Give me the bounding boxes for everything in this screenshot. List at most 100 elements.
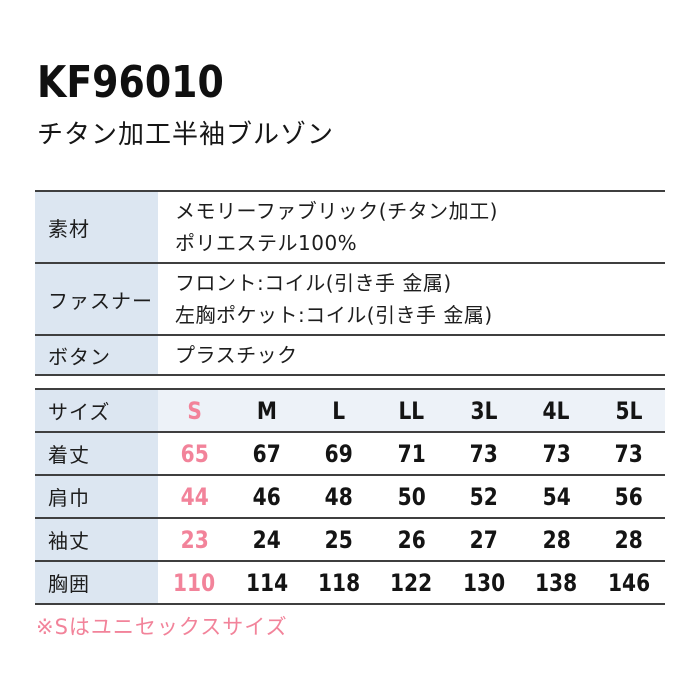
spec-row-fastener: ファスナー フロント:コイル(引き手 金属) 左胸ポケット:コイル(引き手 金属… [35,264,665,336]
size-value-text: 73 [469,439,498,468]
size-value: 54 [520,483,592,511]
spec-label-material: 素材 [35,192,158,262]
size-value-text: 44 [180,482,209,511]
size-value: 73 [448,440,520,468]
spec-value-line: プラスチック [175,343,298,367]
spec-value-material: メモリーファブリック(チタン加工) ポリエステル100% [158,192,665,262]
size-value: 73 [593,440,665,468]
size-value-text: 146 [607,568,650,597]
size-col-3l: 3L [448,397,520,425]
size-value-text: 69 [325,439,354,468]
size-col-s: S [158,397,230,425]
size-value-text: 56 [614,482,643,511]
size-header-cells: S M L LL 3L 4L 5L [158,390,665,431]
spec-value-line: 左胸ポケット:コイル(引き手 金属) [175,303,493,327]
size-value: 122 [375,569,447,597]
size-table: サイズ S M L LL 3L 4L 5L 着丈 65 67 69 71 73 … [35,388,665,605]
size-col-label: LL [398,396,425,425]
size-value-text: 122 [390,568,433,597]
size-value-text: 23 [180,525,209,554]
size-col-l: L [303,397,375,425]
size-value-text: 46 [252,482,281,511]
size-value-text: 25 [325,525,354,554]
size-row-cells: 44 46 48 50 52 54 56 [158,476,665,517]
size-value-text: 138 [535,568,578,597]
size-value: 46 [230,483,302,511]
size-value-text: 27 [469,525,498,554]
size-row-cells: 23 24 25 26 27 28 28 [158,519,665,560]
size-value: 69 [303,440,375,468]
size-value-text: 73 [542,439,571,468]
size-header-label: サイズ [35,390,158,431]
size-col-label: 5L [615,396,643,425]
spec-value-line: ポリエステル100% [175,231,358,255]
spec-label-button: ボタン [35,336,158,374]
size-value: 67 [230,440,302,468]
size-value-text: 110 [173,568,216,597]
size-value-text: 130 [462,568,505,597]
size-col-label: S [186,396,202,425]
size-value: 24 [230,526,302,554]
size-value: 28 [593,526,665,554]
spec-label-fastener: ファスナー [35,264,158,334]
size-value-text: 67 [252,439,281,468]
size-col-label: L [332,396,346,425]
size-row-label: 肩巾 [35,476,158,517]
size-value: 146 [593,569,665,597]
spec-row-button: ボタン プラスチック [35,336,665,376]
size-value-text: 50 [397,482,426,511]
size-table-header-row: サイズ S M L LL 3L 4L 5L [35,390,665,433]
size-row-shoulder-width: 肩巾 44 46 48 50 52 54 56 [35,476,665,519]
size-col-5l: 5L [593,397,665,425]
size-row-cells: 65 67 69 71 73 73 73 [158,433,665,474]
spec-row-material: 素材 メモリーファブリック(チタン加工) ポリエステル100% [35,192,665,264]
size-value-text: 65 [180,439,209,468]
size-value: 28 [520,526,592,554]
spec-value-fastener: フロント:コイル(引き手 金属) 左胸ポケット:コイル(引き手 金属) [158,264,665,334]
size-value: 71 [375,440,447,468]
size-row-label: 袖丈 [35,519,158,560]
size-col-label: 3L [470,396,498,425]
size-value: 25 [303,526,375,554]
product-name-subtitle: チタン加工半袖ブルゾン [37,120,335,150]
product-code-title: KF96010 [37,57,224,108]
size-col-4l: 4L [520,397,592,425]
spec-value-button: プラスチック [158,336,665,374]
size-col-label: 4L [542,396,570,425]
size-value-text: 48 [325,482,354,511]
size-value: 44 [158,483,230,511]
size-value-text: 71 [397,439,426,468]
size-value: 138 [520,569,592,597]
size-value-text: 114 [245,568,288,597]
size-value: 52 [448,483,520,511]
size-value: 50 [375,483,447,511]
size-value-text: 54 [542,482,571,511]
size-value-text: 28 [614,525,643,554]
size-row-label: 胸囲 [35,562,158,603]
size-value: 23 [158,526,230,554]
size-footnote: ※Sはユニセックスサイズ [36,615,288,639]
size-row-label: 着丈 [35,433,158,474]
spec-value-line: フロント:コイル(引き手 金属) [175,271,452,295]
size-col-label: M [256,396,277,425]
spec-table: 素材 メモリーファブリック(チタン加工) ポリエステル100% ファスナー フロ… [35,190,665,376]
size-value: 118 [303,569,375,597]
size-row-chest: 胸囲 110 114 118 122 130 138 146 [35,562,665,605]
size-row-body-length: 着丈 65 67 69 71 73 73 73 [35,433,665,476]
size-col-ll: LL [375,397,447,425]
size-value: 110 [158,569,230,597]
size-value: 26 [375,526,447,554]
size-value-text: 24 [252,525,281,554]
size-row-cells: 110 114 118 122 130 138 146 [158,562,665,603]
size-row-sleeve-length: 袖丈 23 24 25 26 27 28 28 [35,519,665,562]
size-col-m: M [230,397,302,425]
size-value: 114 [230,569,302,597]
size-value: 56 [593,483,665,511]
size-value: 130 [448,569,520,597]
size-value-text: 26 [397,525,426,554]
size-value: 48 [303,483,375,511]
size-value: 27 [448,526,520,554]
size-value-text: 28 [542,525,571,554]
size-value-text: 52 [469,482,498,511]
